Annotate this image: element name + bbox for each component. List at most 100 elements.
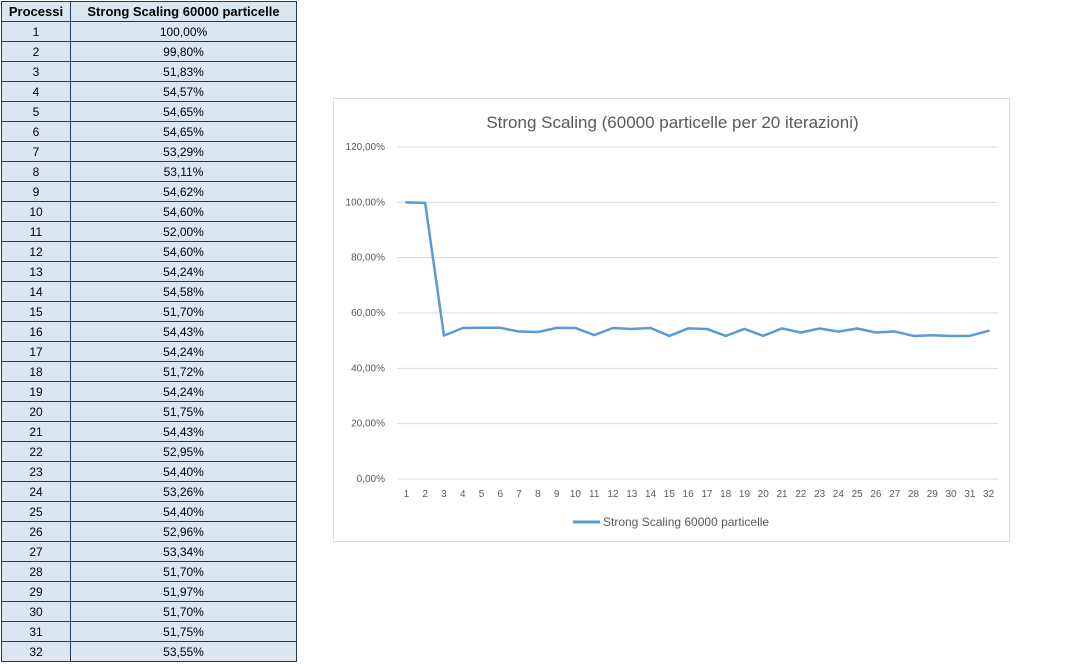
cell-processi[interactable]: 8 [1,161,71,182]
data-point[interactable] [949,334,953,338]
cell-processi[interactable]: 15 [1,301,71,322]
data-point[interactable] [686,326,690,330]
cell-processi[interactable]: 29 [1,581,71,602]
data-point[interactable] [724,334,728,338]
cell-processi[interactable]: 13 [1,261,71,282]
cell-strong-scaling[interactable]: 54,24% [70,381,297,402]
data-point[interactable] [480,326,484,330]
cell-processi[interactable]: 32 [1,641,71,662]
data-point[interactable] [592,333,596,337]
cell-strong-scaling[interactable]: 51,97% [70,581,297,602]
cell-processi[interactable]: 6 [1,121,71,142]
data-point[interactable] [517,330,521,334]
cell-processi[interactable]: 30 [1,601,71,622]
cell-strong-scaling[interactable]: 51,70% [70,561,297,582]
cell-processi[interactable]: 11 [1,221,71,242]
data-point[interactable] [573,326,577,330]
data-point[interactable] [874,330,878,334]
data-point[interactable] [705,327,709,331]
header-processi[interactable]: Processi [1,1,71,22]
cell-strong-scaling[interactable]: 51,83% [70,61,297,82]
data-point[interactable] [461,326,465,330]
cell-strong-scaling[interactable]: 51,75% [70,401,297,422]
data-point[interactable] [742,327,746,331]
cell-processi[interactable]: 9 [1,181,71,202]
series-line[interactable] [405,201,990,338]
data-point[interactable] [836,330,840,334]
data-point[interactable] [893,329,897,333]
cell-strong-scaling[interactable]: 53,55% [70,641,297,662]
data-point[interactable] [799,331,803,335]
cell-processi[interactable]: 24 [1,481,71,502]
cell-strong-scaling[interactable]: 54,24% [70,341,297,362]
cell-processi[interactable]: 16 [1,321,71,342]
cell-strong-scaling[interactable]: 54,40% [70,461,297,482]
cell-processi[interactable]: 27 [1,541,71,562]
data-point[interactable] [911,334,915,338]
data-point[interactable] [611,326,615,330]
data-point[interactable] [423,201,427,205]
data-point[interactable] [442,334,446,338]
cell-processi[interactable]: 18 [1,361,71,382]
cell-processi[interactable]: 23 [1,461,71,482]
data-point[interactable] [818,326,822,330]
data-point[interactable] [498,326,502,330]
cell-processi[interactable]: 25 [1,501,71,522]
cell-strong-scaling[interactable]: 51,72% [70,361,297,382]
data-point[interactable] [404,200,408,204]
data-point[interactable] [855,326,859,330]
cell-strong-scaling[interactable]: 53,26% [70,481,297,502]
data-point[interactable] [968,334,972,338]
cell-processi[interactable]: 4 [1,81,71,102]
cell-processi[interactable]: 28 [1,561,71,582]
cell-processi[interactable]: 5 [1,101,71,122]
cell-strong-scaling[interactable]: 53,34% [70,541,297,562]
cell-processi[interactable]: 21 [1,421,71,442]
cell-processi[interactable]: 17 [1,341,71,362]
line-chart[interactable]: Strong Scaling (60000 particelle per 20 … [333,98,1010,542]
data-point[interactable] [930,333,934,337]
cell-strong-scaling[interactable]: 54,43% [70,421,297,442]
cell-strong-scaling[interactable]: 54,43% [70,321,297,342]
cell-strong-scaling[interactable]: 52,96% [70,521,297,542]
cell-processi[interactable]: 12 [1,241,71,262]
cell-processi[interactable]: 10 [1,201,71,222]
cell-strong-scaling[interactable]: 100,00% [70,21,297,42]
cell-processi[interactable]: 2 [1,41,71,62]
cell-strong-scaling[interactable]: 54,57% [70,81,297,102]
data-point[interactable] [761,334,765,338]
cell-strong-scaling[interactable]: 54,62% [70,181,297,202]
cell-processi[interactable]: 7 [1,141,71,162]
data-point[interactable] [536,330,540,334]
cell-strong-scaling[interactable]: 51,70% [70,301,297,322]
cell-strong-scaling[interactable]: 99,80% [70,41,297,62]
data-point[interactable] [987,329,991,333]
data-point[interactable] [630,327,634,331]
data-point[interactable] [649,326,653,330]
cell-strong-scaling[interactable]: 52,95% [70,441,297,462]
cell-processi[interactable]: 19 [1,381,71,402]
cell-processi[interactable]: 22 [1,441,71,462]
cell-strong-scaling[interactable]: 54,58% [70,281,297,302]
cell-strong-scaling[interactable]: 54,60% [70,241,297,262]
data-point[interactable] [780,326,784,330]
cell-strong-scaling[interactable]: 54,65% [70,101,297,122]
cell-strong-scaling[interactable]: 54,60% [70,201,297,222]
data-point[interactable] [555,326,559,330]
cell-processi[interactable]: 20 [1,401,71,422]
cell-processi[interactable]: 1 [1,21,71,42]
cell-strong-scaling[interactable]: 51,75% [70,621,297,642]
cell-strong-scaling[interactable]: 54,65% [70,121,297,142]
cell-processi[interactable]: 3 [1,61,71,82]
cell-processi[interactable]: 14 [1,281,71,302]
cell-strong-scaling[interactable]: 54,40% [70,501,297,522]
cell-processi[interactable]: 31 [1,621,71,642]
cell-strong-scaling[interactable]: 52,00% [70,221,297,242]
cell-strong-scaling[interactable]: 54,24% [70,261,297,282]
cell-strong-scaling[interactable]: 53,29% [70,141,297,162]
cell-strong-scaling[interactable]: 53,11% [70,161,297,182]
header-strong-scaling[interactable]: Strong Scaling 60000 particelle [70,1,297,22]
cell-strong-scaling[interactable]: 51,70% [70,601,297,622]
cell-processi[interactable]: 26 [1,521,71,542]
data-point[interactable] [667,334,671,338]
